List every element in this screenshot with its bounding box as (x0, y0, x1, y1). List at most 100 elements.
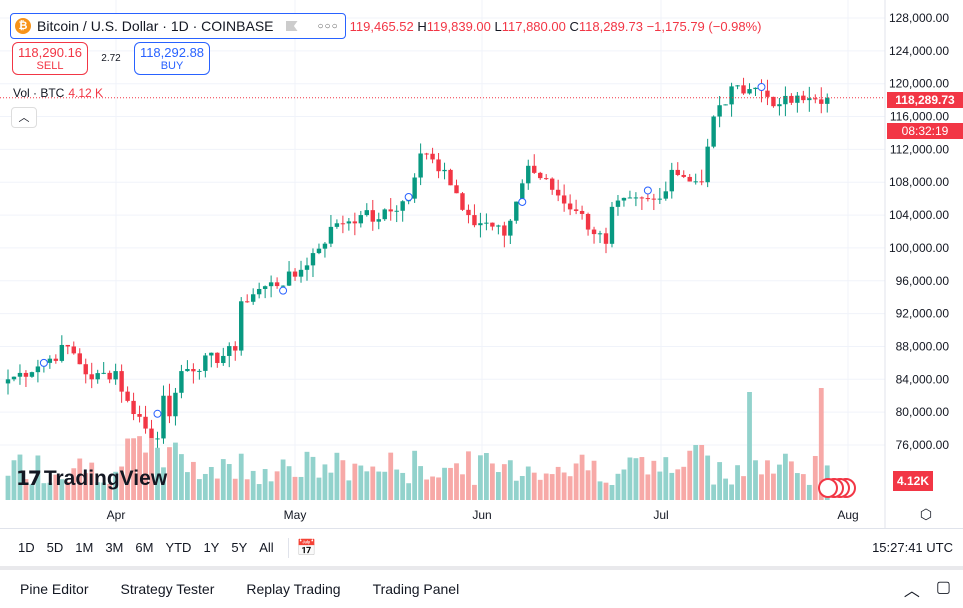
volume-bar (735, 465, 740, 500)
candle (11, 376, 17, 382)
sell-label: SELL (36, 60, 64, 72)
price-tick: 96,000.00 (896, 274, 950, 288)
candle (125, 386, 130, 403)
volume-badge: 4.12K (893, 471, 933, 491)
interval-5d[interactable]: 5D (46, 540, 64, 555)
candle (119, 364, 124, 403)
dividend-event-icon[interactable] (518, 197, 527, 206)
volume-bar (759, 474, 764, 500)
tab-pine-editor[interactable]: Pine Editor (20, 581, 89, 597)
candle (442, 162, 447, 180)
bar-countdown: 08:32:19 (887, 123, 963, 139)
volume-bar (35, 455, 41, 500)
volume-bar (555, 466, 561, 500)
interval-3m[interactable]: 3M (105, 540, 124, 555)
flag-icon[interactable] (285, 21, 298, 31)
price-tick: 112,000.00 (890, 142, 949, 156)
candle (484, 213, 489, 231)
candle (687, 174, 692, 182)
chevron-up-icon[interactable]: ︿ (903, 583, 920, 600)
volume-bar (561, 472, 567, 500)
maximize-icon[interactable]: ▢ (935, 579, 951, 596)
candle (191, 363, 196, 384)
dividend-event-icon[interactable] (643, 186, 652, 195)
volume-bar (328, 472, 334, 500)
volume-bar (59, 479, 65, 500)
candle (23, 370, 29, 388)
sell-button[interactable]: 118,290.16 SELL (12, 42, 88, 75)
interval-5y[interactable]: 5Y (231, 540, 248, 555)
tv-logo-icon: 𝟭𝟳 (16, 468, 42, 490)
interval-1y[interactable]: 1Y (203, 540, 220, 555)
candle (430, 147, 435, 164)
price-chart[interactable]: 128,000.00 124,000.00 120,000.00 116,000.00… (0, 0, 963, 528)
interval-all[interactable]: All (259, 540, 274, 555)
volume-bar (478, 455, 483, 500)
price-tick: 108,000.00 (889, 175, 949, 189)
volume-bar (220, 459, 226, 500)
more-icon[interactable]: ○○○ (317, 20, 339, 32)
candle (418, 143, 423, 186)
tab-replay-trading[interactable]: Replay Trading (246, 581, 341, 597)
volume-bar (226, 464, 232, 500)
volume-bar (346, 480, 352, 500)
dividend-event-icon[interactable] (153, 409, 162, 418)
dividend-event-icon[interactable] (757, 82, 766, 91)
volume-bar (149, 437, 154, 500)
candle (567, 194, 573, 216)
collapse-legend-button[interactable]: ︿ (11, 107, 37, 128)
dividend-event-icon[interactable] (279, 286, 288, 295)
interval-ytd[interactable]: YTD (165, 540, 192, 555)
candle (167, 383, 172, 424)
volume-bar (161, 467, 166, 500)
candle (514, 201, 519, 224)
candle (807, 86, 812, 112)
interval-1d[interactable]: 1D (18, 540, 35, 555)
time-tick: Jun (472, 508, 491, 522)
symbol-selector[interactable]: ₿ Bitcoin / U.S. Dollar · 1D · COINBASE … (10, 13, 346, 39)
economic-event-icon[interactable] (818, 478, 838, 498)
volume-bar (250, 470, 256, 500)
price-tick: 116,000.00 (890, 110, 949, 124)
interval-6m[interactable]: 6M (135, 540, 154, 555)
clock[interactable]: 15:27:41 UTC (872, 540, 953, 555)
buy-button[interactable]: 118,292.88 BUY (134, 42, 210, 75)
tab-strategy-tester[interactable]: Strategy Tester (120, 581, 215, 597)
candle (532, 154, 537, 174)
volume-bar (627, 457, 633, 500)
tradingview-logo[interactable]: 𝟭𝟳 TradingView (16, 466, 167, 491)
candle (681, 170, 686, 179)
candle (161, 385, 166, 444)
time-tick: May (284, 508, 307, 522)
volume-bar (185, 472, 190, 500)
date-range-icon[interactable]: 📅 (296, 539, 317, 557)
candle (5, 369, 11, 395)
candle (89, 362, 94, 389)
tab-trading-panel[interactable]: Trading Panel (372, 581, 460, 597)
candle (627, 190, 633, 199)
volume-bar (298, 476, 304, 500)
volume-bar (352, 463, 358, 500)
divider (287, 537, 289, 558)
volume-bar (651, 460, 657, 500)
candle (221, 347, 226, 366)
candle (209, 352, 214, 368)
candle (227, 342, 232, 368)
candle (340, 215, 346, 234)
dividend-event-icon[interactable] (39, 358, 48, 367)
volume-bar (424, 479, 429, 500)
volume-bar (238, 453, 244, 500)
volume-bar (466, 451, 471, 500)
dividend-event-icon[interactable] (404, 193, 413, 202)
interval-1m[interactable]: 1M (75, 540, 94, 555)
volume-bar (125, 438, 130, 500)
candle (472, 204, 477, 228)
candle (83, 358, 88, 384)
volume-bar (406, 483, 412, 500)
candle (526, 159, 531, 190)
candle (250, 288, 256, 305)
volume-bar (711, 484, 717, 500)
buy-label: BUY (160, 60, 184, 72)
bitcoin-icon: ₿ (15, 18, 31, 34)
settings-icon[interactable]: ⬡ (920, 506, 932, 522)
